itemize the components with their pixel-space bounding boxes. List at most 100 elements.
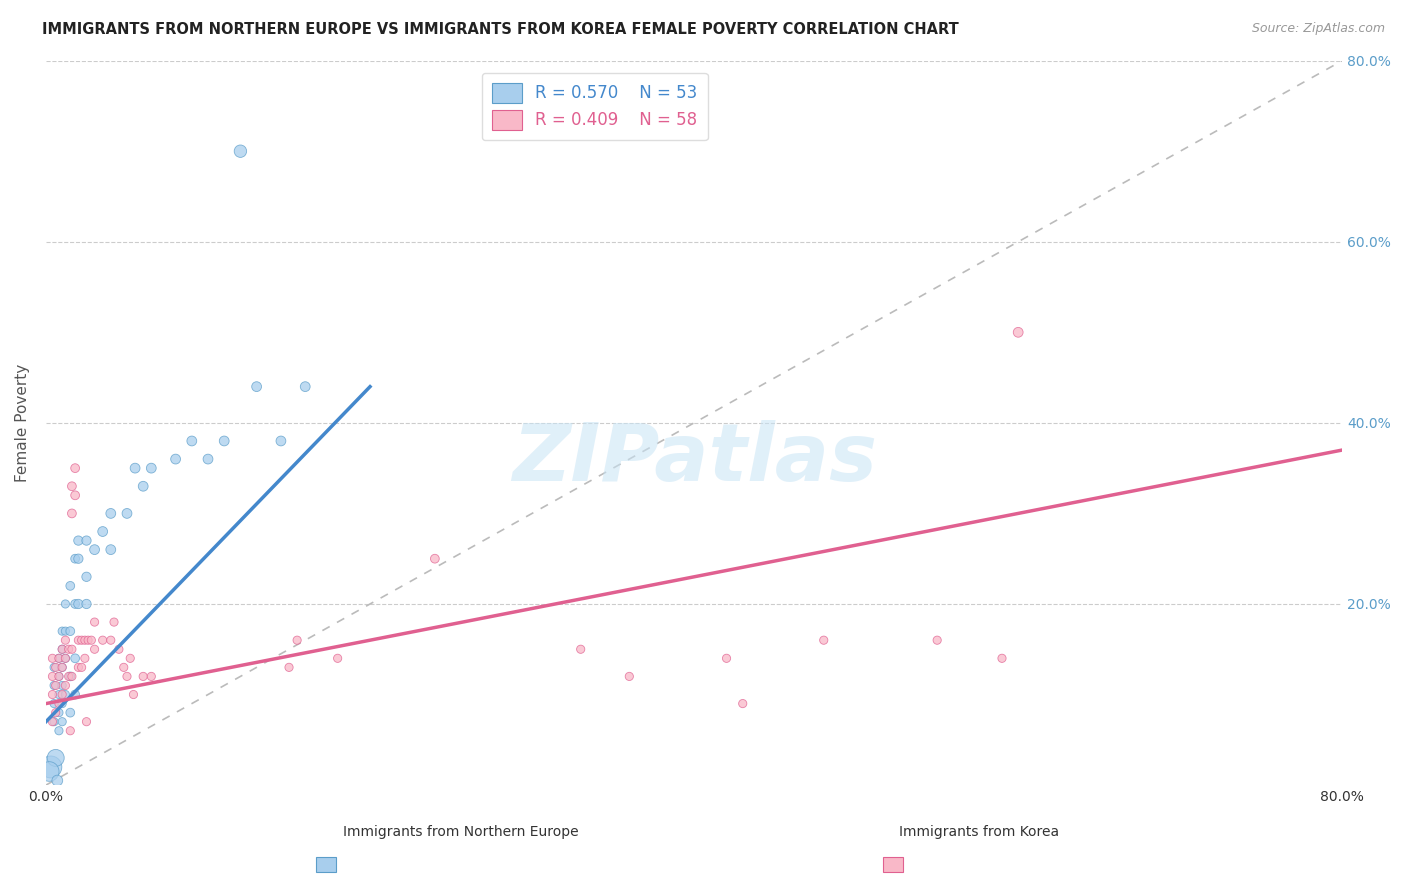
Text: ZIPatlas: ZIPatlas [512,420,876,498]
Point [58,669,80,683]
Point [42,660,65,674]
Point [48,723,70,738]
Point [100,542,122,557]
Point [100,633,122,648]
Point [141,461,163,475]
Y-axis label: Female Poverty: Female Poverty [15,364,30,482]
Point [48,651,70,665]
Point [278,660,301,674]
Point [45,660,67,674]
Point [67,533,90,548]
Point [76,714,98,729]
Point [41,688,63,702]
Point [212,434,235,448]
Point [180,434,202,448]
Point [619,669,641,683]
Point [122,688,145,702]
Point [55,688,77,702]
Point [59,579,82,593]
Point [991,651,1014,665]
Point [48,706,70,720]
Point [120,651,142,665]
Point [124,461,146,475]
Point [83,615,105,629]
Point [132,479,155,493]
Point [731,697,754,711]
Point [55,597,77,611]
Point [76,570,98,584]
Point [77,633,100,648]
Point [55,651,77,665]
Point [63,461,86,475]
Point [48,688,70,702]
Point [229,145,252,159]
Point [70,633,93,648]
Point [115,507,138,521]
Point [73,633,96,648]
Point [45,706,67,720]
Point [246,379,269,393]
Point [108,642,131,657]
Point [91,633,114,648]
Point [48,669,70,683]
Text: Immigrants from Northern Europe: Immigrants from Northern Europe [343,825,579,839]
Point [59,706,82,720]
Point [813,633,835,648]
Point [38,764,60,779]
Point [83,642,105,657]
Point [58,642,80,657]
Point [60,642,83,657]
Point [39,760,62,774]
Point [197,452,219,467]
Point [927,633,949,648]
Point [45,751,67,765]
Point [112,660,135,674]
Point [59,723,82,738]
Point [60,479,83,493]
Point [51,642,73,657]
Point [48,697,70,711]
Point [41,651,63,665]
Point [42,714,65,729]
Point [80,633,103,648]
Point [46,773,69,788]
Point [60,669,83,683]
Point [103,615,125,629]
Point [55,633,77,648]
Point [59,624,82,639]
Point [294,379,316,393]
Point [1007,326,1029,340]
Text: Source: ZipAtlas.com: Source: ZipAtlas.com [1251,22,1385,36]
Point [51,660,73,674]
Point [270,434,292,448]
Point [55,624,77,639]
Point [55,678,77,692]
Point [41,714,63,729]
Legend: R = 0.570    N = 53, R = 0.409    N = 58: R = 0.570 N = 53, R = 0.409 N = 58 [482,72,707,140]
Point [70,660,93,674]
Point [51,660,73,674]
Point [59,669,82,683]
Point [63,551,86,566]
Point [51,714,73,729]
Point [285,633,308,648]
Point [60,507,83,521]
Point [41,669,63,683]
Point [48,651,70,665]
Point [51,624,73,639]
Point [716,651,738,665]
Point [63,597,86,611]
Point [569,642,592,657]
Point [67,633,90,648]
Point [132,669,155,683]
Point [63,651,86,665]
Point [73,651,96,665]
Point [45,678,67,692]
Point [55,651,77,665]
Point [91,524,114,539]
Point [326,651,349,665]
Point [67,660,90,674]
Point [42,678,65,692]
Point [76,597,98,611]
Point [51,642,73,657]
